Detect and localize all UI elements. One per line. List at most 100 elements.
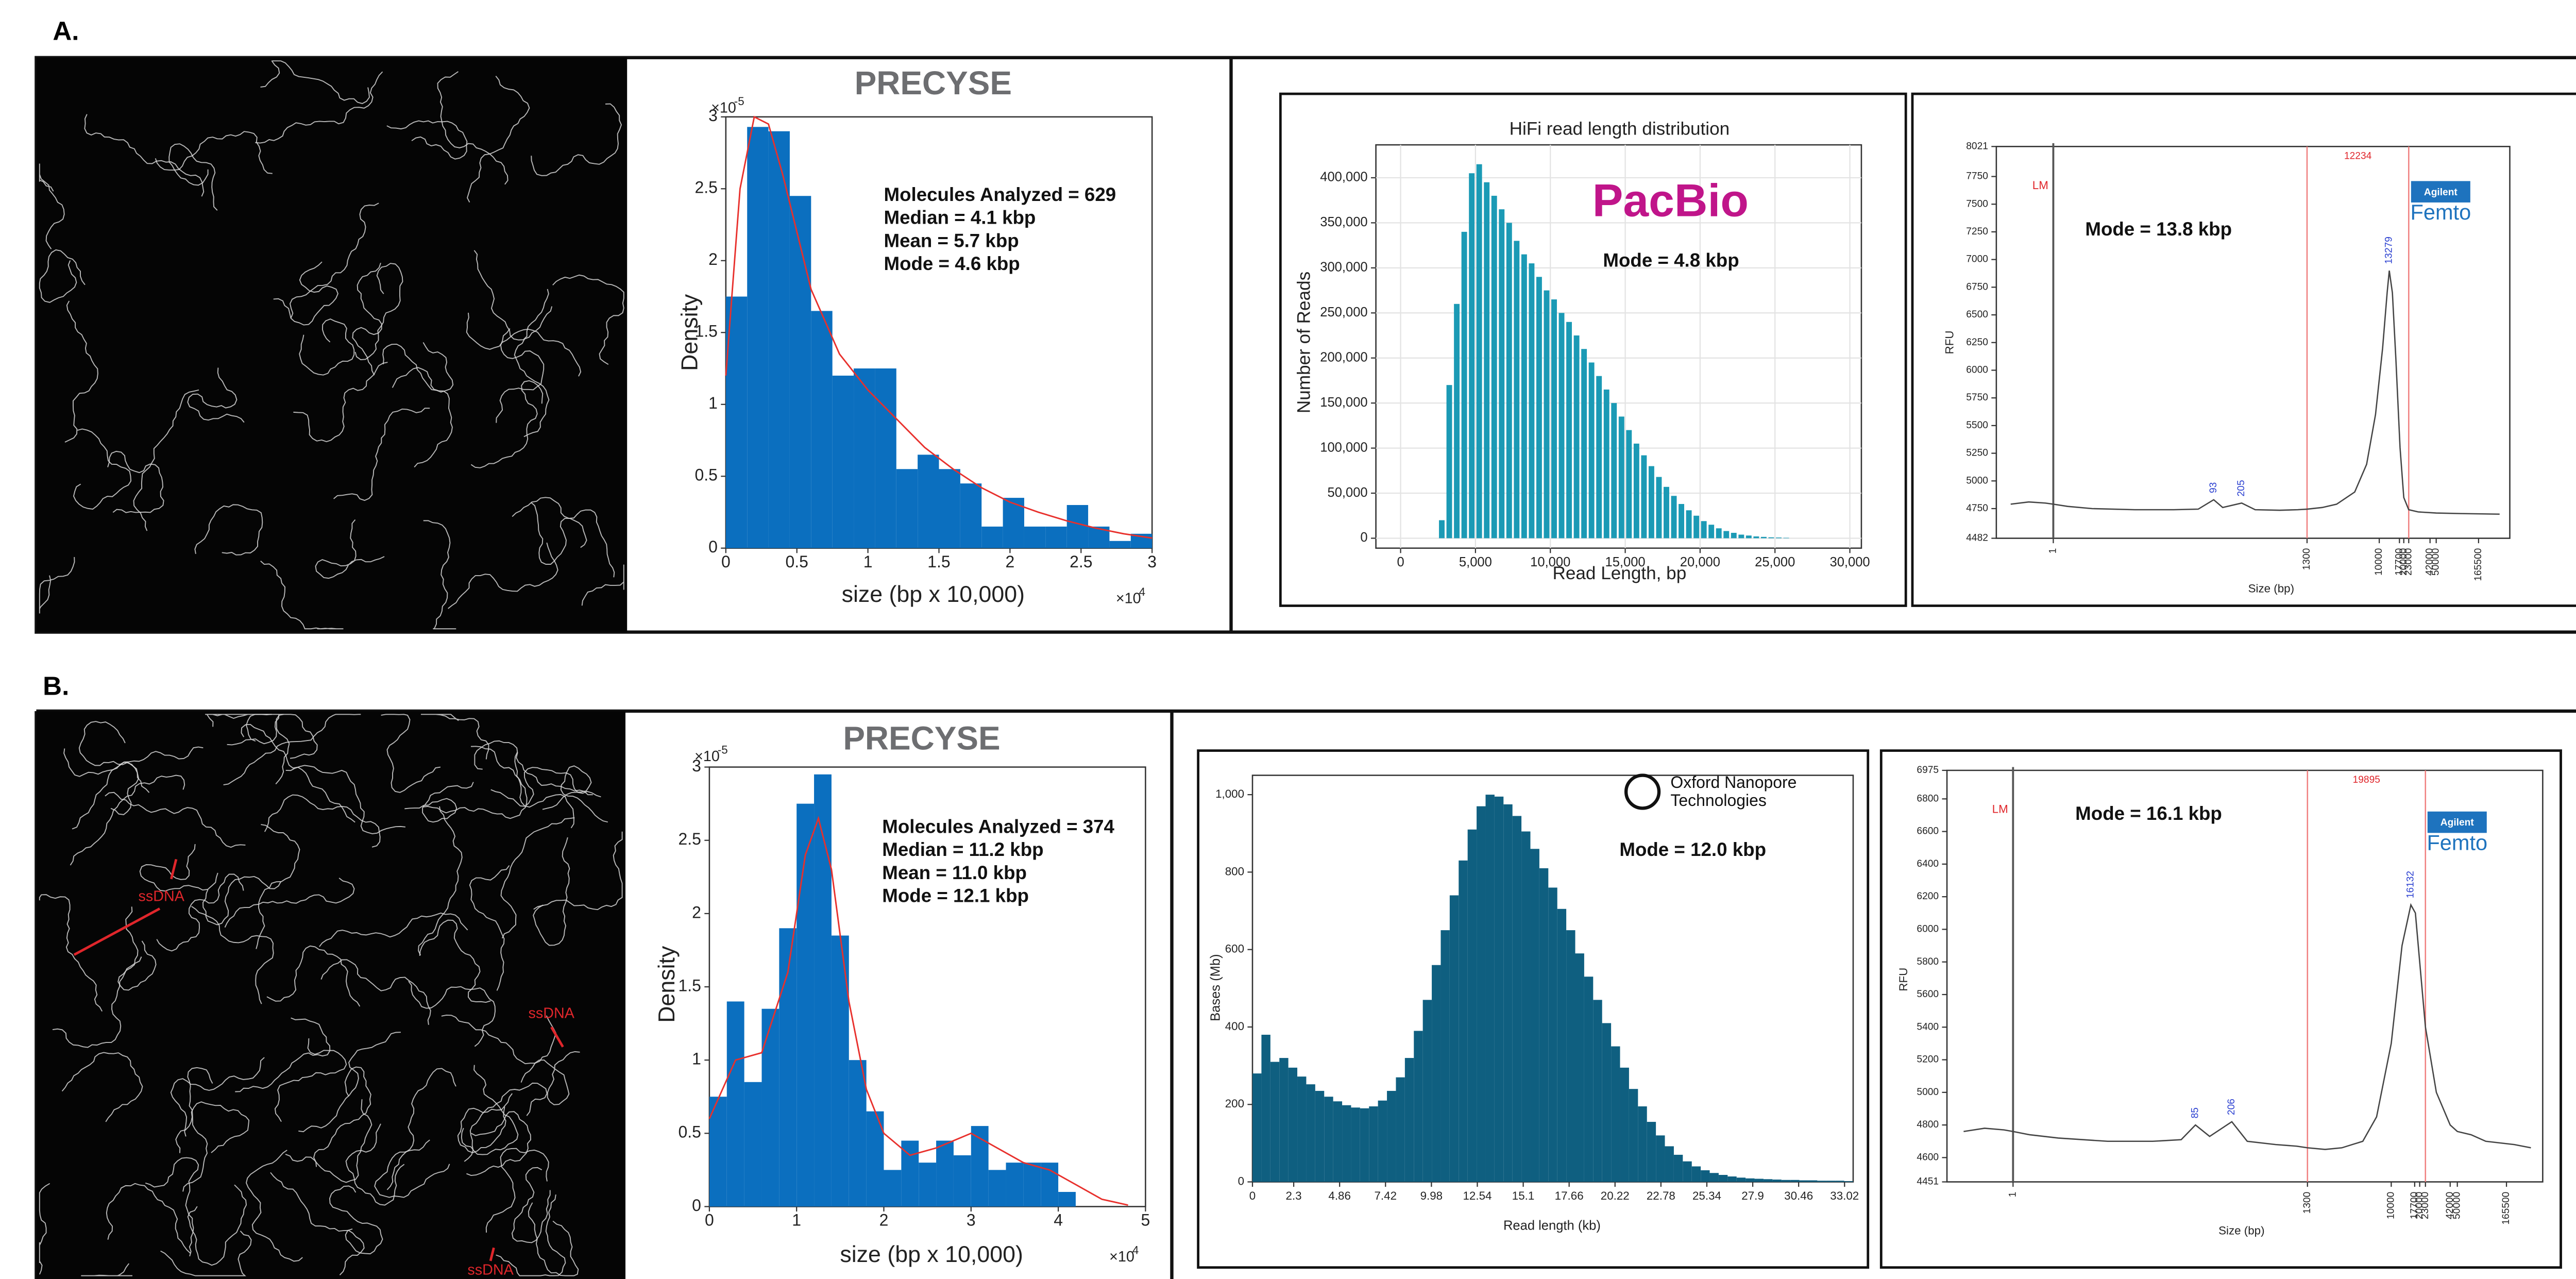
x-tick-label: 4 [1054,1211,1063,1230]
bar [1790,1180,1799,1182]
bar [1499,209,1504,538]
bar [1297,1076,1306,1182]
y-axis-label: Density [654,946,680,1023]
bar [1006,1163,1024,1206]
bar [1683,1162,1691,1182]
y-tick-label: 5400 [1917,1021,1939,1032]
y-tick-label: 6800 [1917,793,1939,804]
x-tick-label: 9.98 [1420,1189,1443,1202]
x-tick-label: 1 [2007,1192,2018,1198]
y-tick-label: 4600 [1917,1152,1939,1163]
bar [1450,895,1459,1182]
y-tick-label: 250,000 [1320,305,1367,319]
x-tick-label: 23000 [2403,548,2414,576]
x-axis-label: Size (bp) [2248,582,2294,595]
peak-label: 85 [2190,1107,2200,1118]
bar [1414,1031,1422,1182]
bar [1405,1058,1414,1182]
bar [761,1009,779,1207]
bar [1692,1166,1701,1182]
y-tick-label: 6000 [1917,923,1939,934]
x-tick-label: 27.9 [1741,1189,1764,1202]
x-tick-label: 12.54 [1463,1189,1492,1202]
bar [1755,1179,1764,1182]
annotation: Mode = 4.6 kbp [884,253,1020,274]
x-tick-label: 50000 [2431,548,2442,576]
x-axis-label: Size (bp) [2218,1224,2264,1237]
peak-label: 16132 [2405,871,2416,898]
x-tick-label: 20.22 [1601,1189,1630,1202]
bar [1671,496,1677,538]
bar [1454,304,1460,538]
annotation: Mode = 13.8 kbp [2085,218,2232,240]
bar [1324,1097,1333,1182]
y-tick-label: 6400 [1917,859,1939,869]
x-tick-label: 17.66 [1555,1189,1584,1202]
axis-multiplier-exponent: 4 [1132,1244,1139,1257]
y-tick-label: 8021 [1966,141,1988,152]
bar [747,127,768,548]
bar [1701,1170,1709,1182]
bar [1808,1181,1817,1182]
bar [1539,868,1548,1182]
bar [769,131,790,548]
bar [849,1060,867,1206]
bar [1626,430,1632,538]
y-tick-label: 7000 [1966,254,1988,265]
bar [1513,816,1521,1182]
y-tick-label: 400,000 [1320,170,1367,184]
y-tick-label: 5250 [1966,448,1988,459]
annotation: Molecules Analyzed = 629 [884,184,1116,205]
y-tick-label: 0 [708,537,718,556]
bar [1593,1000,1602,1182]
y-tick-label: 6000 [1966,365,1988,376]
x-tick-label: 2.5 [1070,552,1092,571]
page-body: A. B. ssDNA ssDNA ssDNA 00.511.522.5300.… [0,0,2576,1279]
y-tick-label: 400 [1225,1020,1244,1033]
y-tick-label: 1.5 [679,976,701,995]
bar [1656,477,1662,538]
bar [1279,1058,1288,1182]
bar [1360,1108,1369,1182]
chart-title: HiFi read length distribution [1510,119,1730,139]
bar [1023,1163,1041,1206]
bar [1024,527,1045,548]
peak-label: 206 [2226,1099,2237,1115]
bar [1045,527,1066,548]
bar [1333,1101,1342,1182]
bar [1261,1035,1270,1182]
bar [796,804,814,1207]
x-tick-label: 1300 [2301,548,2312,570]
axis-multiplier: ×10 [1109,1249,1134,1265]
bar [811,311,832,548]
peak-label: 93 [2208,482,2219,493]
x-tick-label: 23000 [2420,1192,2431,1219]
bar [1674,1155,1683,1182]
bar [854,368,875,548]
bar [1656,1135,1665,1182]
bar [1649,466,1654,538]
bar [1611,1047,1620,1182]
x-tick-label: 0 [705,1211,714,1230]
y-tick-label: 300,000 [1320,260,1367,275]
bar [1447,385,1452,538]
bar [1306,1084,1315,1182]
bar [1432,965,1440,1182]
axis-multiplier: ×10 [711,99,736,116]
bar [1557,909,1566,1182]
bar [1315,1091,1324,1182]
logo-text: PacBio [1592,175,1749,226]
y-tick-label: 0 [1238,1174,1244,1187]
bar [1351,1107,1360,1182]
y-tick-label: 5200 [1917,1054,1939,1065]
ssdna-label: ssDNA [138,888,184,905]
bar [1566,930,1575,1182]
bar [1629,1089,1638,1182]
y-axis-label: Density [677,294,703,371]
bar [1439,520,1445,538]
bar [1506,223,1512,538]
y-tick-label: 800 [1225,865,1244,878]
x-tick-label: 30.46 [1784,1189,1813,1202]
axis-multiplier-exponent: -5 [718,744,728,756]
y-tick-label: 2.5 [679,830,701,848]
